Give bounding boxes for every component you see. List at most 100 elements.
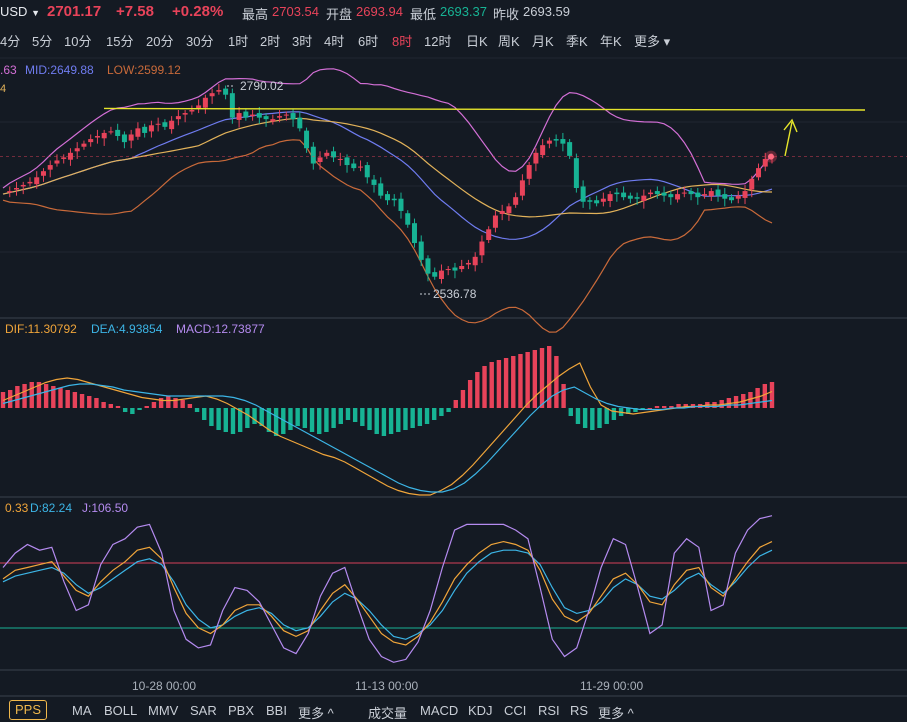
candle-body (317, 157, 323, 162)
legend-d: D:82.24 (30, 501, 72, 515)
candle-body (479, 241, 485, 256)
candle-body (465, 262, 471, 265)
macd-bar (755, 388, 760, 408)
candle-body (155, 123, 161, 125)
macd-bar (187, 404, 193, 408)
candle-body (580, 186, 586, 202)
candle-body (654, 191, 660, 195)
candle-body (20, 184, 26, 187)
candle-body (567, 142, 573, 156)
macd-bar (295, 408, 300, 426)
candle-body (378, 183, 384, 196)
last-price-dot (768, 153, 774, 160)
macd-bar (237, 408, 243, 432)
footer-sub-indicator-4[interactable]: RSI (538, 703, 560, 718)
macd-bar (597, 408, 602, 428)
macd-bar (432, 408, 437, 420)
footer-sub-indicator-3[interactable]: CCI (504, 703, 527, 718)
macd-bar (460, 390, 466, 408)
timeframe-4[interactable]: 20分 (146, 34, 174, 49)
macd-bar (43, 384, 49, 408)
kdj-j-line (2, 515, 773, 663)
macd-bar (266, 408, 272, 432)
timeframe-0[interactable]: 4分 (0, 34, 21, 49)
footer-sub-indicator-1[interactable]: MACD (420, 703, 459, 718)
candle-body (243, 111, 249, 118)
macd-bar (582, 408, 588, 428)
dea-line (2, 383, 773, 493)
macd-bar (654, 406, 660, 408)
macd-bar (324, 408, 329, 432)
macd-bar (532, 350, 538, 408)
candle-body (553, 139, 559, 141)
macd-bar (676, 404, 681, 408)
macd-bar (288, 408, 293, 430)
symbol-select[interactable]: USD ▼ (0, 4, 40, 19)
kdj-k-line (2, 540, 773, 646)
candle-body (560, 139, 566, 144)
macd-bar (252, 408, 257, 424)
candle-body (202, 97, 208, 108)
candle-body (290, 113, 296, 120)
footer-sub-indicator-5[interactable]: RS (570, 703, 589, 718)
footer-main-indicator-1[interactable]: BOLL (104, 703, 138, 718)
candle-body (519, 180, 525, 196)
footer-main-indicator-3[interactable]: SAR (190, 703, 217, 718)
macd-bar (166, 396, 171, 408)
candle-body (641, 195, 647, 201)
prev-close-value: 2693.59 (523, 4, 570, 19)
macd-bar (273, 408, 279, 436)
timeframe-11[interactable]: 8时 (392, 34, 413, 49)
footer-main-indicator-5[interactable]: BBI (266, 703, 287, 718)
timeframe-16[interactable]: 季K (566, 34, 588, 49)
timeframe-6[interactable]: 1时 (228, 34, 249, 49)
footer-main-indicator-4[interactable]: PBX (228, 703, 255, 718)
timeframe-17[interactable]: 年K (600, 34, 622, 49)
macd-bar (194, 408, 200, 412)
timeframe-bar: 4分 5分 10分 15分 20分 30分 1时 2时 3时 4时 6时 8时 12时 日K 周K 月K 季K 年… (0, 26, 907, 52)
macd-bar (467, 380, 473, 408)
candle-body (425, 258, 431, 274)
timeframe-7[interactable]: 2时 (260, 34, 281, 49)
candle-body (216, 90, 222, 92)
timeframe-18[interactable]: 更多 ▾ (634, 34, 671, 49)
footer-sub-indicator-6[interactable]: 更多 ^ (598, 706, 634, 721)
macd-bar (547, 346, 552, 408)
timeframe-3[interactable]: 15分 (106, 34, 134, 49)
candle-body (546, 140, 552, 144)
candle-body (506, 206, 512, 214)
candle-body (614, 192, 620, 195)
macd-bar (360, 408, 365, 426)
candle-body (67, 152, 73, 160)
timeframe-5[interactable]: 30分 (186, 34, 214, 49)
timeframe-13[interactable]: 日K (466, 34, 488, 49)
footer-sub-indicator-2[interactable]: KDJ (468, 703, 493, 718)
candle-body (445, 269, 451, 271)
timeframe-2[interactable]: 10分 (64, 34, 92, 49)
macd-bar (568, 408, 573, 416)
footer-sub-indicator-0[interactable]: 成交量 (368, 706, 408, 721)
timeframe-9[interactable]: 4时 (324, 34, 345, 49)
footer-main-indicator-2[interactable]: MMV (148, 703, 179, 718)
macd-bar (87, 396, 92, 408)
macd-bar (424, 408, 430, 424)
legend-mid: MID:2649.88 (25, 63, 94, 77)
candle-body (277, 116, 283, 118)
timeframe-8[interactable]: 3时 (292, 34, 313, 49)
timeframe-10[interactable]: 6时 (358, 34, 379, 49)
timeframe-15[interactable]: 月K (532, 34, 554, 49)
legend-macd: MACD:12.73877 (176, 322, 265, 336)
candle-body (722, 194, 728, 199)
candle-body (756, 168, 762, 178)
timeframe-1[interactable]: 5分 (32, 34, 53, 49)
macd-bar (611, 408, 617, 420)
footer-main-indicator-6[interactable]: 更多 ^ (298, 706, 334, 721)
macd-bar (669, 406, 674, 408)
timeframe-14[interactable]: 周K (498, 34, 520, 49)
footer-main-indicator-0[interactable]: MA (72, 703, 92, 718)
timeframe-12[interactable]: 12时 (424, 34, 452, 49)
candle-body (418, 241, 424, 260)
candle-body (526, 165, 532, 179)
macd-bar (7, 390, 13, 408)
